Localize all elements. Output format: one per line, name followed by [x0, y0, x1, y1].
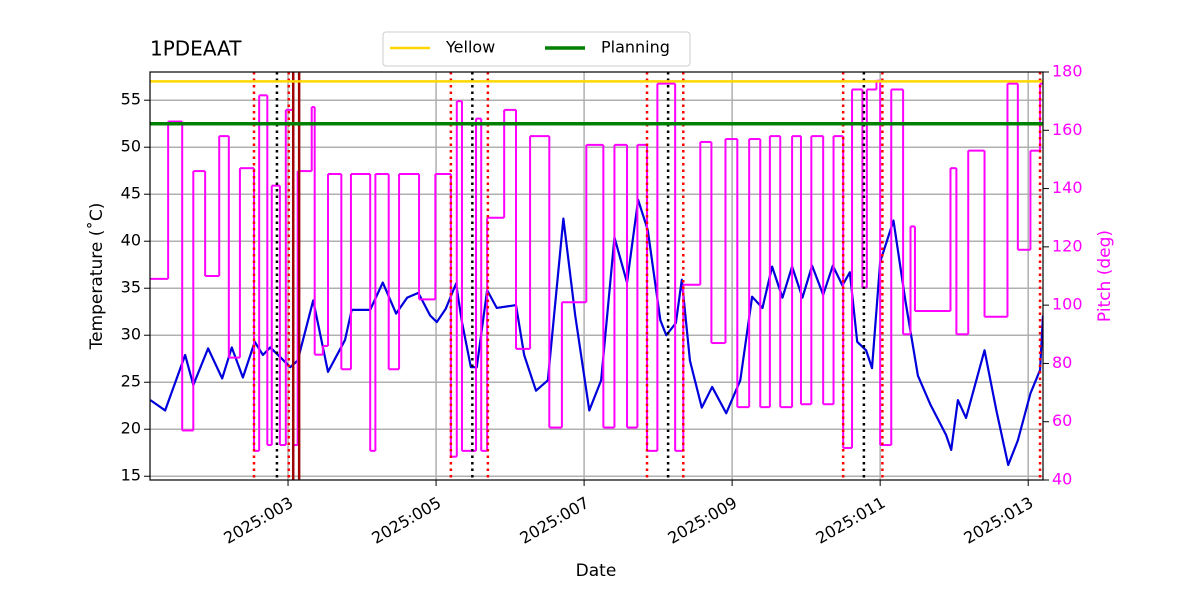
- y2-tick-label: 80: [1052, 353, 1072, 372]
- y-tick-label: 40: [121, 231, 141, 250]
- y2-tick-label: 140: [1052, 178, 1083, 197]
- y2-axis-label: Pitch (deg): [1095, 230, 1115, 322]
- y2-tick-label: 120: [1052, 236, 1083, 255]
- x-tick-label: 2025:009: [664, 493, 740, 548]
- y-tick-label: 50: [121, 137, 141, 156]
- x-tick-label: 2025:003: [220, 493, 296, 548]
- y2-tick-label: 60: [1052, 411, 1072, 430]
- legend: Yellow Planning: [382, 31, 691, 67]
- x-tick-label: 2025:005: [368, 493, 444, 548]
- y-axis-label: Temperature (˚C): [86, 203, 107, 351]
- y2-tick-label: 180: [1052, 62, 1083, 81]
- legend-box: [382, 31, 691, 67]
- y-tick-label: 30: [121, 325, 141, 344]
- y-tick-label: 25: [121, 372, 141, 391]
- x-tick-label: 2025:013: [961, 493, 1037, 548]
- y-tick-label: 45: [121, 184, 141, 203]
- y-tick-label: 15: [121, 466, 141, 485]
- plot-area: [150, 72, 1043, 480]
- legend-label: Yellow: [445, 38, 495, 57]
- y-tick-label: 20: [121, 419, 141, 438]
- y-tick-label: 35: [121, 278, 141, 297]
- chart-title: 1PDEAAT: [150, 37, 242, 61]
- temperature-line: [150, 198, 1043, 467]
- plot-frame: [149, 71, 1044, 481]
- y2-tick-label: 100: [1052, 295, 1083, 314]
- x-tick-label: 2025:011: [813, 493, 889, 548]
- y-tick-label: 55: [121, 90, 141, 109]
- x-axis-label: Date: [576, 561, 617, 581]
- x-tick-label: 2025:007: [516, 493, 592, 548]
- legend-label: Planning: [601, 38, 670, 57]
- y2-tick-label: 160: [1052, 120, 1083, 139]
- y2-tick-label: 40: [1052, 470, 1072, 489]
